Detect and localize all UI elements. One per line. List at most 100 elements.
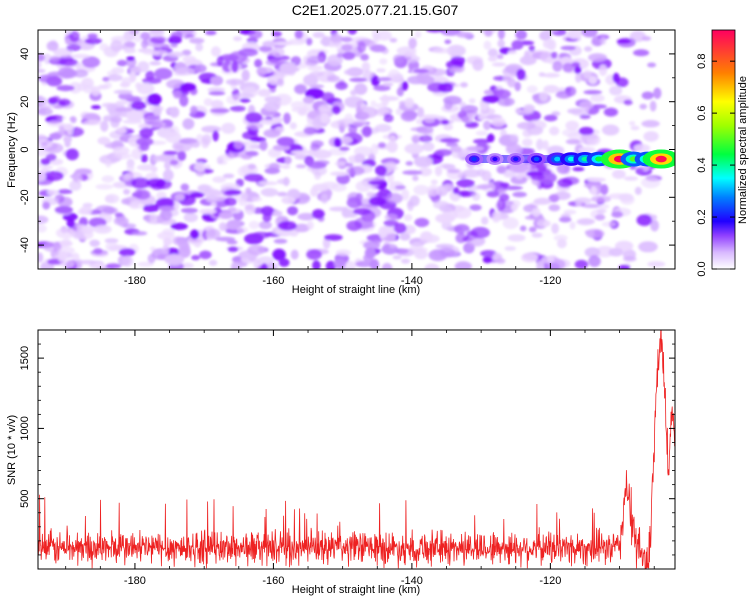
spectrogram-noise-cell bbox=[555, 90, 572, 99]
spectrogram-noise-cell bbox=[42, 242, 63, 252]
spectrogram-noise-cell bbox=[114, 212, 124, 218]
spectrogram-noise-cell bbox=[596, 209, 607, 214]
spectrogram-noise-cell bbox=[333, 137, 342, 148]
spectrogram-noise-cell bbox=[38, 53, 45, 62]
snr-background bbox=[38, 330, 675, 569]
spectrogram-noise-cell bbox=[630, 125, 640, 131]
spectrogram-noise-cell bbox=[78, 259, 97, 265]
spectrogram-noise-cell bbox=[281, 196, 296, 205]
spectrogram-noise-cell bbox=[142, 204, 160, 213]
spectrogram-noise-cell bbox=[105, 158, 112, 168]
spectrogram-noise-cell bbox=[218, 222, 227, 232]
spectrogram-noise-cell bbox=[542, 39, 554, 49]
spectrogram-noise-cell bbox=[290, 249, 299, 260]
spectrogram-noise-cell bbox=[222, 173, 235, 179]
spectrogram-noise-cell bbox=[175, 67, 196, 76]
colorbar-tick-label: 0.2 bbox=[696, 209, 708, 224]
spectrogram-noise-cell bbox=[73, 69, 89, 78]
spectrogram-noise-cell bbox=[647, 261, 666, 268]
spectrogram-noise-cell bbox=[443, 95, 462, 105]
spectrogram-noise-cell bbox=[165, 131, 182, 143]
spectrogram-noise-cell bbox=[297, 212, 316, 221]
spectrogram-noise-cell bbox=[575, 72, 582, 83]
spectrogram-noise-cell bbox=[612, 72, 620, 83]
spectrogram-noise-cell bbox=[312, 149, 331, 160]
spectrogram-noise-cell bbox=[248, 30, 263, 39]
spectrogram-noise-cell bbox=[271, 46, 285, 58]
spectrogram-noise-cell bbox=[306, 55, 325, 64]
spectrogram-noise-cell bbox=[452, 187, 460, 194]
spectrogram-noise-cell bbox=[183, 212, 198, 223]
spectrogram-noise-cell bbox=[377, 142, 386, 149]
spectrogram-noise-cell bbox=[588, 76, 598, 85]
spectrogram-noise-cell bbox=[302, 96, 315, 104]
spectrogram-noise-cell bbox=[264, 96, 282, 103]
spectrogram-noise-cell bbox=[247, 163, 257, 170]
spectrogram-noise-cell bbox=[428, 249, 448, 262]
spectrogram-noise-cell bbox=[341, 44, 353, 51]
snr-y-tick-label: 1000 bbox=[19, 416, 31, 440]
spectrogram-noise-cell bbox=[393, 54, 405, 64]
spectrogram-noise-cell bbox=[113, 89, 133, 95]
spectrogram-noise-cell bbox=[567, 108, 583, 114]
spectrogram-noise-cell bbox=[180, 262, 194, 269]
spectrogram-noise-cell bbox=[38, 68, 46, 73]
spectrogram-signal-point bbox=[471, 156, 477, 162]
spectrogram-noise-cell bbox=[430, 179, 438, 185]
spectrogram-noise-cell bbox=[238, 198, 247, 207]
spectrogram-noise-cell bbox=[72, 173, 83, 184]
spectrogram-noise-cell bbox=[150, 166, 158, 173]
spectrogram-noise-cell bbox=[392, 255, 402, 260]
spectrogram-noise-cell bbox=[388, 243, 397, 249]
spectrogram-noise-cell bbox=[556, 162, 571, 175]
spectrogram-noise-cell bbox=[199, 250, 212, 260]
spectrogram-noise-cell bbox=[446, 44, 466, 57]
snr-series-line bbox=[38, 330, 675, 569]
spectrogram-noise-cell bbox=[56, 85, 75, 92]
spectrogram-noise-cell bbox=[386, 140, 398, 153]
spectrogram-noise-cell bbox=[462, 169, 481, 178]
spectrogram-noise-cell bbox=[378, 226, 388, 239]
spectrogram-noise-cell bbox=[325, 260, 336, 269]
spectrogram-y-tick-label: 0 bbox=[19, 146, 31, 152]
spectrogram-noise-cell bbox=[636, 167, 644, 174]
spectrogram-noise-cell bbox=[381, 262, 393, 269]
spectrogram-noise-cell bbox=[539, 91, 549, 102]
spectrogram-noise-cell bbox=[641, 176, 661, 189]
spectrogram-noise-cell bbox=[59, 57, 66, 66]
spectrogram-noise-cell bbox=[191, 255, 201, 261]
spectrogram-noise-cell bbox=[450, 145, 462, 153]
spectrogram-noise-cell bbox=[579, 114, 591, 120]
spectrogram-noise-cell bbox=[265, 59, 284, 66]
spectrogram-noise-cell bbox=[132, 231, 148, 236]
spectrogram-noise-cell bbox=[64, 139, 71, 148]
spectrogram-noise-cell bbox=[210, 202, 217, 207]
spectrogram-noise-cell bbox=[245, 150, 258, 156]
spectrogram-noise-cell bbox=[170, 31, 183, 40]
spectrogram-noise-cell bbox=[413, 156, 433, 168]
snr-y-ticks: 500 1000 1500 bbox=[19, 329, 675, 570]
spectrogram-noise-cell bbox=[643, 131, 659, 142]
spectrogram-noise-cell bbox=[100, 120, 109, 132]
spectrogram-noise-cell bbox=[634, 186, 642, 195]
spectrogram-noise-cell bbox=[121, 173, 132, 182]
spectrogram-noise-cell bbox=[458, 101, 466, 107]
spectrogram-noise-cell bbox=[584, 46, 593, 52]
spectrogram-noise-cell bbox=[542, 72, 560, 78]
spectrogram-x-tick-label: -140 bbox=[401, 275, 423, 287]
spectrogram-noise-cell bbox=[260, 263, 268, 269]
spectrogram-signal-point bbox=[513, 156, 519, 162]
spectrogram-noise-cell bbox=[595, 214, 606, 221]
spectrogram-noise-cell bbox=[93, 248, 103, 255]
spectrogram-noise-cell bbox=[239, 98, 251, 103]
spectrogram-noise-cell bbox=[346, 196, 362, 209]
spectrogram-noise-cell bbox=[445, 142, 459, 147]
spectrogram-noise-cell bbox=[162, 244, 170, 256]
spectrogram-noise-cell bbox=[262, 213, 272, 223]
spectrogram-noise-cell bbox=[482, 95, 500, 104]
spectrogram-noise-cell bbox=[404, 97, 415, 109]
spectrogram-noise-cell bbox=[416, 125, 434, 135]
spectrogram-noise-cell bbox=[466, 235, 486, 247]
spectrogram-noise-cell bbox=[530, 174, 545, 181]
spectrogram-noise-cell bbox=[511, 40, 524, 50]
